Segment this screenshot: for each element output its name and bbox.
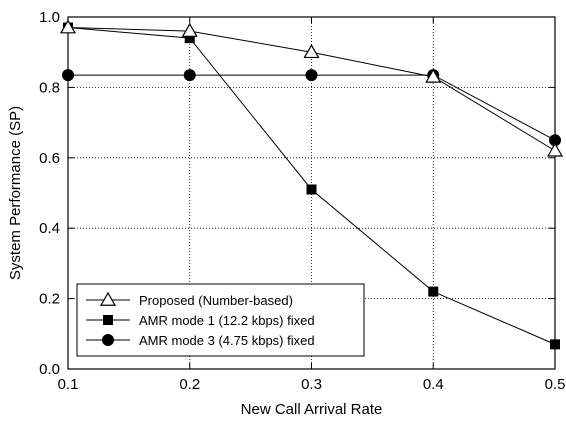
data-point <box>305 69 318 82</box>
x-tick-label: 0.2 <box>179 376 200 393</box>
x-tick-label: 0.5 <box>545 376 566 393</box>
y-tick-label: 0.2 <box>39 291 60 308</box>
series-layer <box>59 19 564 350</box>
y-tick-label: 0.8 <box>39 79 60 96</box>
data-point <box>184 33 195 44</box>
series-1 <box>59 19 564 157</box>
data-point <box>425 68 442 83</box>
y-tick-label: 0.4 <box>39 220 60 237</box>
data-point <box>549 134 561 147</box>
data-point <box>181 22 198 37</box>
data-point <box>306 184 317 195</box>
legend-item: Proposed (Number-based) <box>86 291 293 308</box>
legend: Proposed (Number-based) AMR mode 1 (12.2 … <box>76 283 365 357</box>
y-tick-label: 1.0 <box>39 9 60 26</box>
axis-ticks: 0.1 0.2 0.3 0.4 0.5 0.0 0.2 0.4 0.6 0.8 1.0 <box>39 9 565 393</box>
data-point <box>183 69 196 82</box>
legend-marker <box>102 334 114 346</box>
x-tick-label: 0.4 <box>423 376 444 393</box>
legend-label: AMR mode 3 (4.75 kbps) fixed <box>139 333 315 348</box>
legend-label: AMR mode 1 (12.2 kbps) fixed <box>139 313 315 328</box>
y-axis-title: System Performance (SP) <box>7 106 24 280</box>
x-axis-title: New Call Arrival Rate <box>241 401 383 418</box>
data-point <box>62 69 74 82</box>
x-tick-label: 0.1 <box>58 376 79 393</box>
legend-marker <box>103 315 113 325</box>
y-tick-label: 0.6 <box>39 150 60 167</box>
legend-item: AMR mode 1 (12.2 kbps) fixed <box>86 313 315 328</box>
data-point <box>59 19 77 34</box>
legend-item: AMR mode 3 (4.75 kbps) fixed <box>86 333 315 348</box>
data-point <box>428 286 439 297</box>
y-tick-label: 0.0 <box>39 361 60 378</box>
x-tick-label: 0.3 <box>301 376 322 393</box>
data-point <box>550 339 560 350</box>
legend-marker <box>99 291 117 306</box>
legend-label: Proposed (Number-based) <box>139 293 293 308</box>
data-point <box>303 43 320 59</box>
data-point <box>546 142 564 157</box>
